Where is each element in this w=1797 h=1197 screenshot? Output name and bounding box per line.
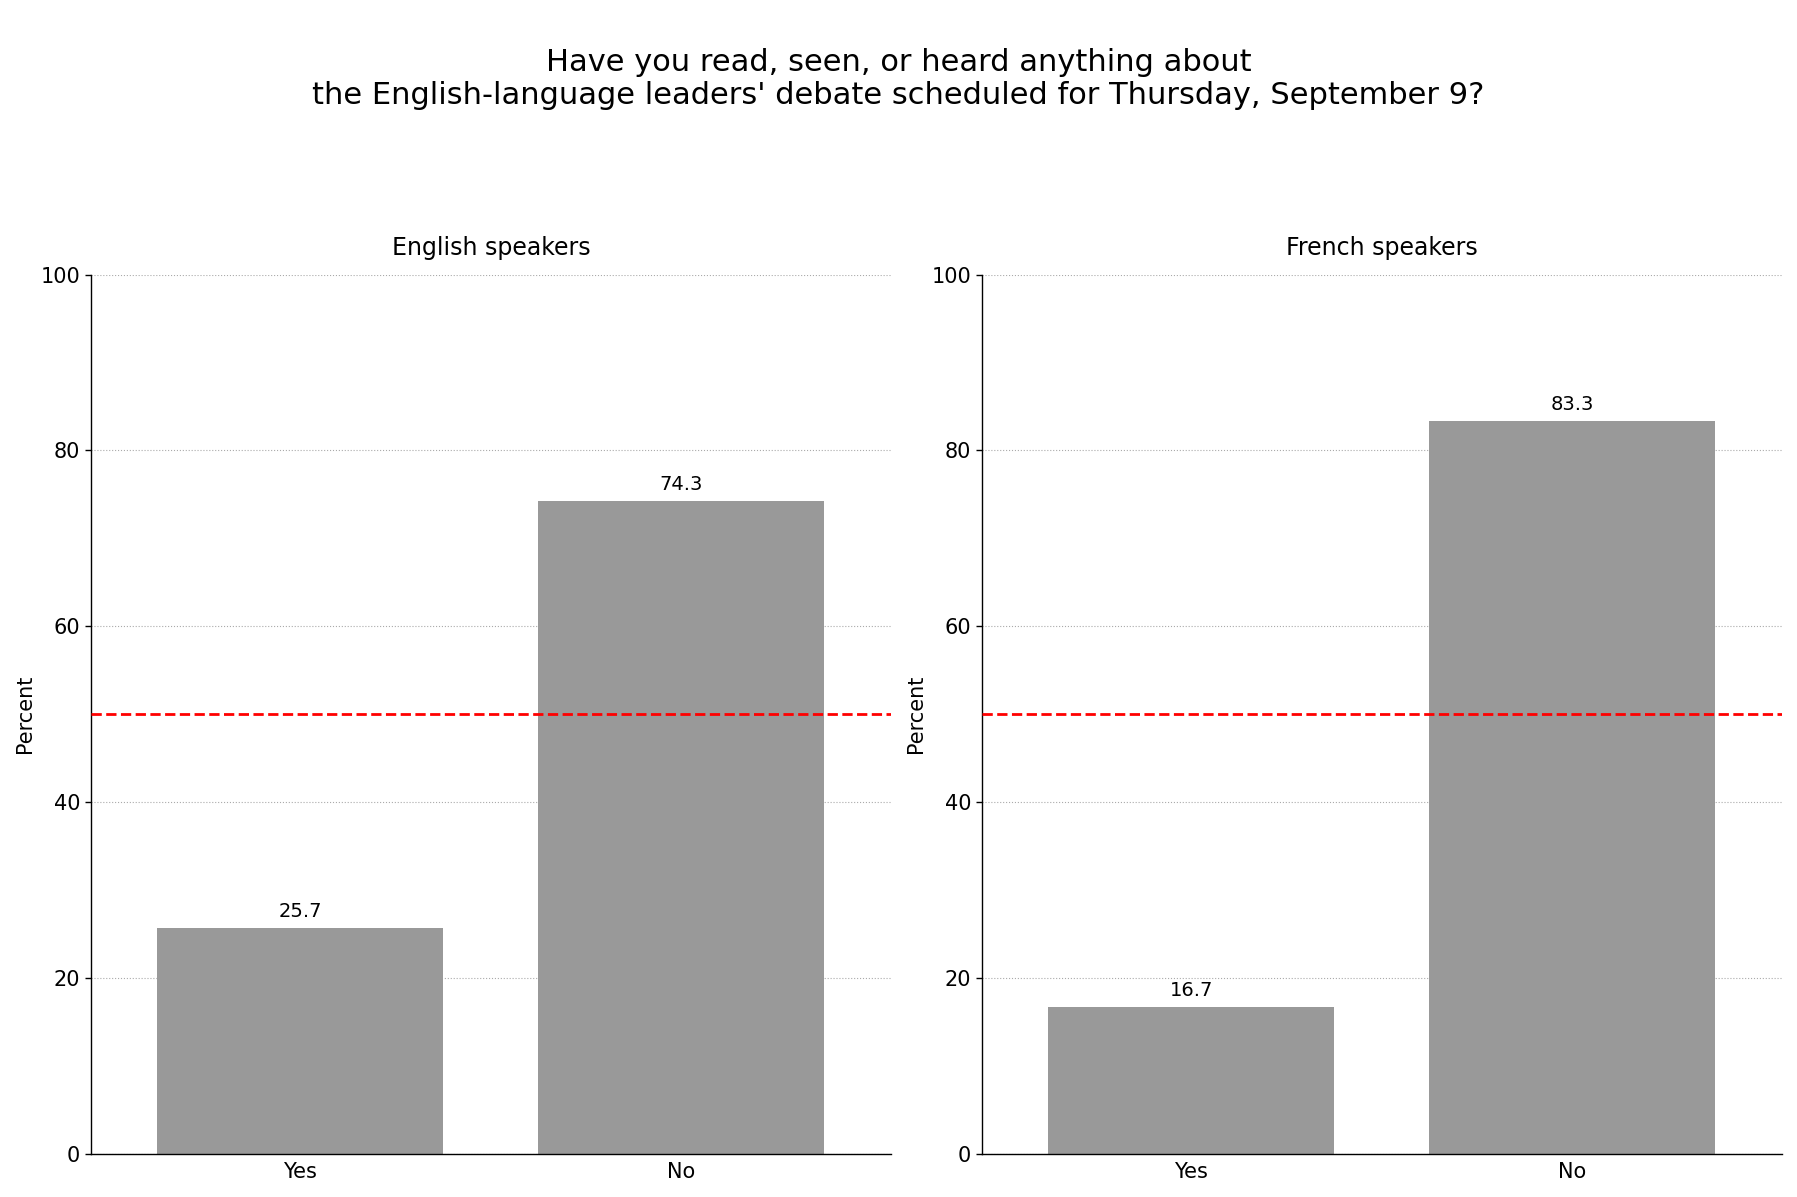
Text: Have you read, seen, or heard anything about
the English-language leaders' debat: Have you read, seen, or heard anything a… bbox=[313, 48, 1484, 110]
Y-axis label: Percent: Percent bbox=[14, 675, 34, 753]
Title: French speakers: French speakers bbox=[1287, 236, 1477, 260]
Y-axis label: Percent: Percent bbox=[906, 675, 925, 753]
Text: 16.7: 16.7 bbox=[1170, 980, 1213, 999]
Bar bbox=[1048, 1007, 1333, 1154]
Bar bbox=[539, 500, 825, 1154]
Bar bbox=[158, 928, 444, 1154]
Bar bbox=[1429, 421, 1716, 1154]
Text: 83.3: 83.3 bbox=[1551, 395, 1594, 414]
Text: 25.7: 25.7 bbox=[279, 901, 322, 920]
Text: 74.3: 74.3 bbox=[659, 474, 703, 493]
Title: English speakers: English speakers bbox=[392, 236, 589, 260]
